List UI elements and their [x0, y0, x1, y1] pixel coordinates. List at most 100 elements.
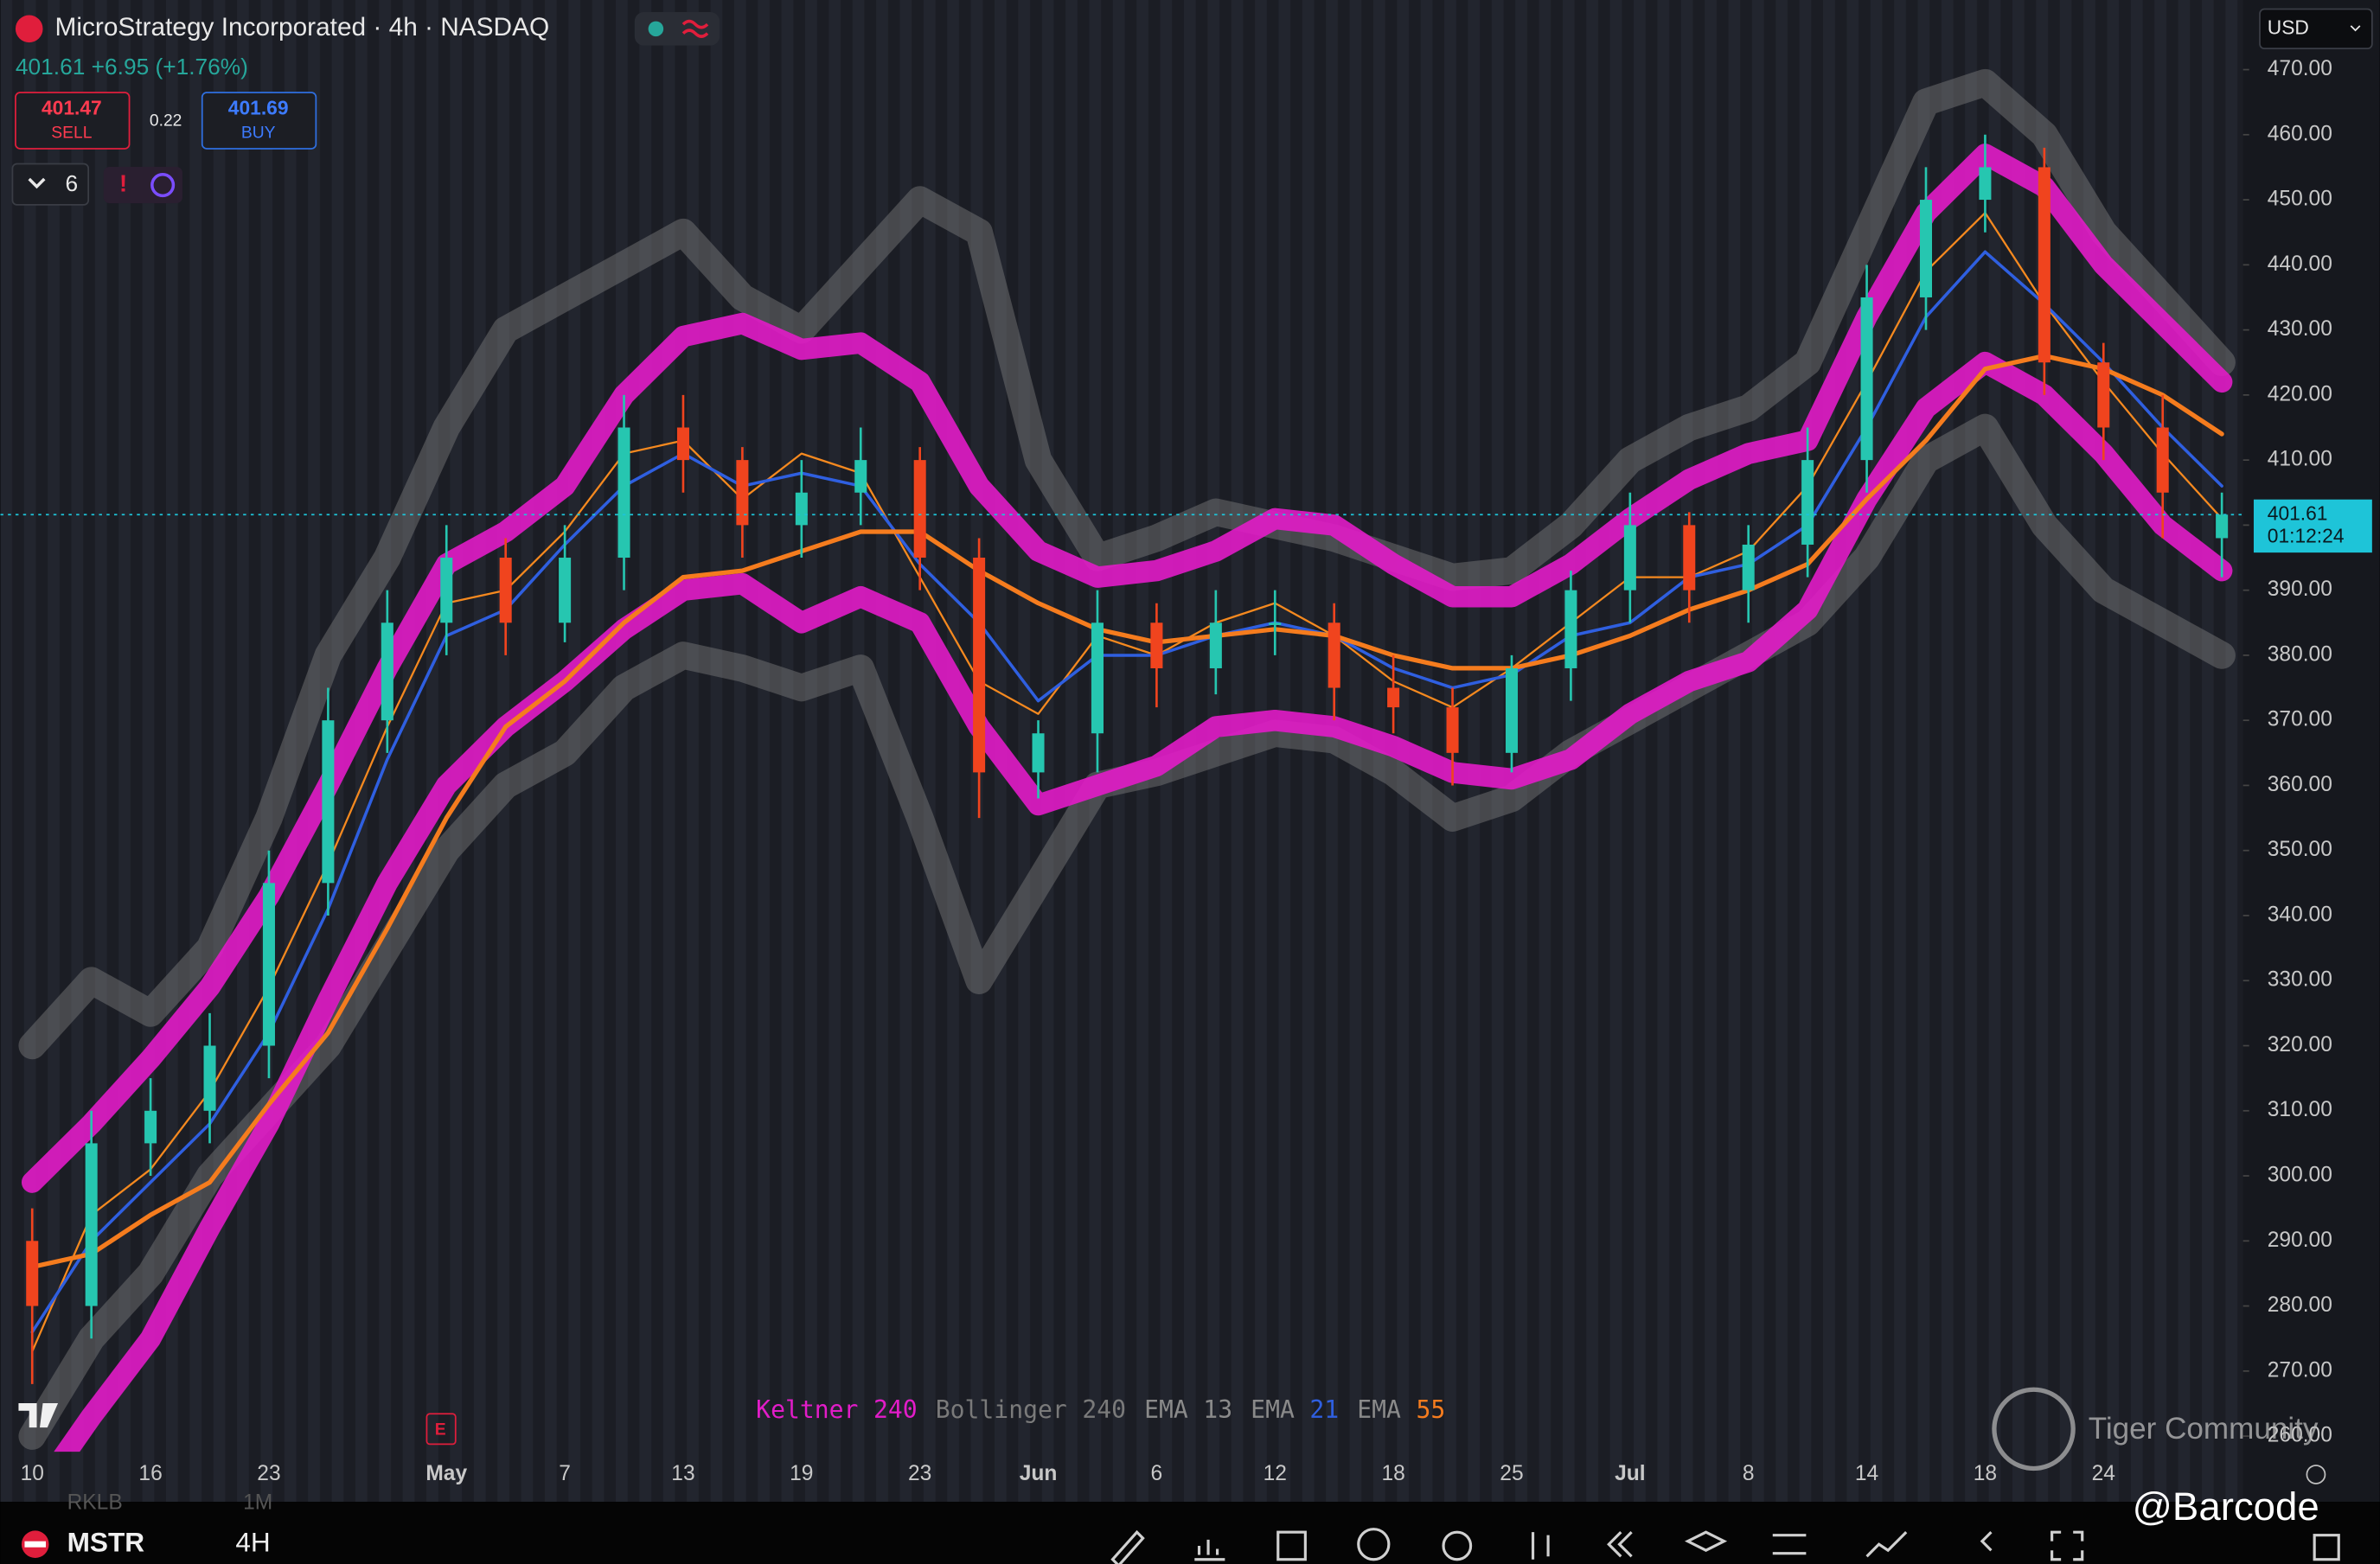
candle-body [1328, 622, 1340, 688]
y-tick-label: 470.00 [2268, 57, 2332, 80]
candle-body [1919, 200, 1933, 297]
hidden-interval: 1M [243, 1491, 272, 1514]
candle-body [1860, 297, 1873, 461]
trend-tool[interactable] [1865, 1531, 1908, 1558]
last-price-label: 401.61 [2268, 501, 2328, 524]
hidden-symbol: RKLB [67, 1491, 123, 1514]
candle-body [322, 720, 335, 884]
candle-body [1683, 525, 1696, 590]
currency-select[interactable] [2259, 8, 2373, 50]
buy-button[interactable] [201, 92, 317, 150]
candle-body [262, 883, 275, 1046]
x-tick-label: 12 [1264, 1462, 1287, 1485]
legend-name: EMA [1144, 1395, 1188, 1424]
footer-interval[interactable]: 4H [235, 1527, 270, 1558]
x-tick-label: 23 [908, 1462, 931, 1485]
y-tick-label: 430.00 [2268, 317, 2332, 341]
candle-body [1209, 622, 1222, 668]
fullscreen-tool[interactable] [2051, 1530, 2084, 1561]
candle-body [795, 492, 808, 526]
y-tick-label: 370.00 [2268, 708, 2332, 731]
candle-body [676, 427, 689, 461]
y-tick-label: 300.00 [2268, 1164, 2332, 1187]
axes: 470.00 460.00 450.00 440.00 430.00 420.00 410.… [21, 57, 2372, 1485]
chart-type-tool[interactable] [1531, 1532, 1550, 1560]
refresh-icon [150, 173, 176, 198]
x-tick-label: 6 [1151, 1462, 1163, 1485]
last-price-box [2253, 499, 2372, 553]
share-tool[interactable] [2313, 1534, 2340, 1561]
spread: 0.22 [150, 112, 182, 130]
legend-name: Keltner [756, 1395, 858, 1424]
bottom-toolbar [0, 1502, 2380, 1564]
settings-tool[interactable] [1772, 1534, 1807, 1555]
alert-tool[interactable] [1442, 1530, 1473, 1561]
sell-price: 401.47 [42, 96, 102, 118]
legend-name: Bollinger [936, 1395, 1067, 1424]
layers-tool[interactable] [1684, 1530, 1728, 1552]
indicator-line [18, 68, 2236, 1060]
toolbar-icons [1110, 1528, 2340, 1564]
candle-body [440, 558, 453, 623]
sell-button[interactable] [15, 92, 131, 150]
chevron-icon [28, 177, 46, 189]
candle-body [499, 558, 512, 623]
draw-tool[interactable] [1110, 1529, 1145, 1564]
add-tool[interactable] [1357, 1528, 1391, 1561]
settings-icon[interactable] [2306, 1465, 2326, 1484]
x-tick-label: 23 [257, 1462, 280, 1485]
candle-body [2097, 362, 2110, 428]
earnings-marker[interactable] [425, 1413, 457, 1446]
indicator-toggle[interactable] [11, 163, 90, 206]
undo-tool[interactable] [1980, 1531, 1993, 1552]
candle-body [1623, 525, 1636, 590]
market-status-dot [648, 21, 664, 37]
candle-body [1564, 590, 1577, 668]
x-tick-label: 8 [1743, 1462, 1755, 1485]
y-tick-label: 290.00 [2268, 1229, 2332, 1252]
indicator-line [31, 212, 2223, 1353]
layout-tool[interactable] [1276, 1530, 1307, 1561]
sell-label: SELL [51, 124, 92, 142]
candle-body [203, 1045, 216, 1111]
legend-name: EMA [1251, 1395, 1295, 1424]
y-tick-label: 320.00 [2268, 1033, 2332, 1056]
x-tick-label: 16 [138, 1462, 162, 1485]
candle-body [144, 1110, 157, 1144]
replay-tool[interactable] [1607, 1531, 1633, 1558]
tradingview-logo [18, 1403, 59, 1428]
quote: 401.61 +6.95 (+1.76%) [16, 54, 248, 80]
currency-chevron [2350, 25, 2361, 32]
candle-body [1801, 460, 1814, 545]
handle: @Barcode [2133, 1484, 2319, 1529]
y-tick-label: 390.00 [2268, 578, 2332, 601]
candle-body [26, 1241, 39, 1306]
countdown: 01:12:24 [2268, 525, 2345, 547]
y-tick-label: 380.00 [2268, 642, 2332, 666]
watermark-logo [1992, 1387, 2076, 1471]
candle-body [854, 460, 867, 493]
candle-body [2038, 167, 2051, 363]
candle-body [1150, 622, 1163, 668]
candle-body [1091, 622, 1104, 734]
y-tick-label: 360.00 [2268, 773, 2332, 796]
status-pill[interactable] [634, 12, 720, 46]
alert-icon: ! [119, 169, 127, 196]
ui-overlay: MicroStrategy Incorporated · 4h · NASDAQ… [0, 8, 2380, 1564]
price-axis-background [2242, 0, 2380, 1503]
x-tick-label: May [425, 1462, 467, 1485]
indicators-tool[interactable] [1194, 1539, 1225, 1561]
footer-symbol[interactable]: MSTR [67, 1527, 145, 1558]
earnings-letter: E [435, 1421, 446, 1440]
candle-body [559, 558, 572, 623]
alert-pill[interactable] [103, 167, 182, 204]
y-tick-label: 280.00 [2268, 1293, 2332, 1317]
y-tick-label: 460.00 [2268, 122, 2332, 145]
legend-param: 13 [1203, 1395, 1232, 1424]
legend-param: 21 [1309, 1395, 1339, 1424]
indicator-line [30, 250, 2223, 1334]
y-tick-label: 270.00 [2268, 1358, 2332, 1382]
x-tick-label: Jul [1615, 1462, 1645, 1485]
legend-param: 240 [1082, 1395, 1126, 1424]
candle-body [913, 460, 926, 559]
